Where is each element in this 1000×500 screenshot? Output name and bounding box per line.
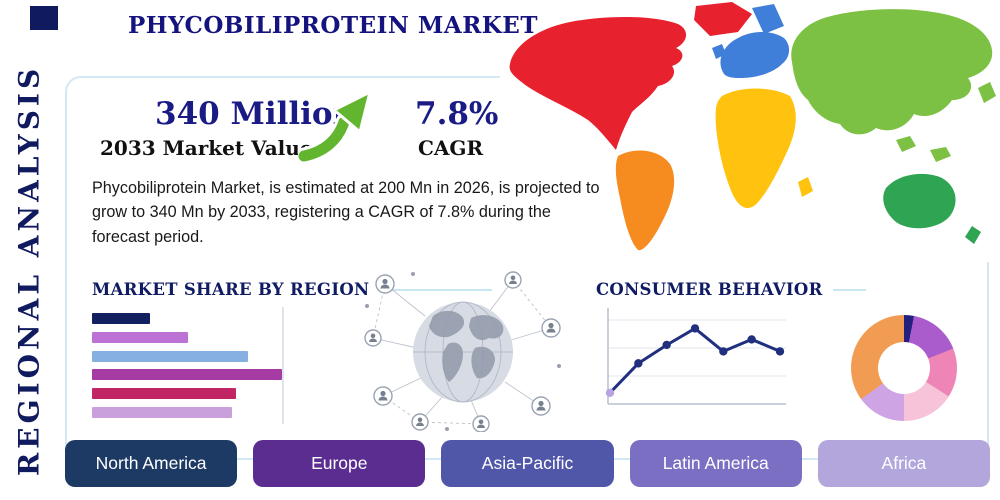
heading-rule xyxy=(379,288,492,291)
network-node-icon xyxy=(364,329,382,347)
continent-africa xyxy=(715,88,796,208)
continent-greenland xyxy=(694,2,752,36)
side-label: REGIONAL ANALYSIS xyxy=(12,64,46,476)
continent-north-america xyxy=(509,17,687,150)
continent-australia xyxy=(883,173,956,229)
line-point-marker xyxy=(634,359,643,368)
line-point-marker xyxy=(775,347,785,356)
consumer-behavior-heading-label: CONSUMER BEHAVIOR xyxy=(596,280,823,299)
line-point-marker xyxy=(690,324,700,333)
line-point-marker xyxy=(662,340,671,350)
island-madagascar xyxy=(798,177,813,197)
region-button-north-america[interactable]: North America xyxy=(65,440,238,487)
island-new-zealand xyxy=(965,226,981,244)
region-button-row: North America Europe Asia-Pacific Latin … xyxy=(65,440,991,487)
market-value-caption: 2033 Market Value xyxy=(100,136,313,160)
region-button-africa[interactable]: Africa xyxy=(817,440,991,487)
bar-segment xyxy=(92,369,282,381)
region-button-asia-pacific[interactable]: Asia-Pacific xyxy=(441,440,614,487)
bar-segment xyxy=(92,331,188,343)
globe-network-graphic xyxy=(364,271,561,432)
network-node-icon xyxy=(373,386,393,406)
corner-accent-block xyxy=(30,6,58,30)
network-node-icon xyxy=(411,413,429,431)
page-title: PHYCOBILIPROTEIN MARKET xyxy=(128,12,538,39)
network-node-icon xyxy=(504,271,522,289)
cagr-caption: CAGR xyxy=(418,136,484,160)
continent-europe xyxy=(720,32,790,78)
line-point-marker xyxy=(605,388,615,397)
market-description: Phycobiliprotein Market, is estimated at… xyxy=(92,179,600,246)
bar-segment xyxy=(92,406,232,418)
world-map xyxy=(500,0,1000,262)
growth-arrow-icon xyxy=(298,89,373,162)
continent-south-america xyxy=(615,150,675,251)
line-point-marker xyxy=(747,335,756,344)
consumer-line-svg xyxy=(605,308,786,405)
bar-segment xyxy=(92,313,150,324)
bar-segment xyxy=(92,350,248,362)
line-point-marker xyxy=(719,347,728,356)
region-button-latin-america[interactable]: Latin America xyxy=(629,440,802,487)
island-japan xyxy=(978,82,996,103)
islands-indonesia xyxy=(930,147,951,162)
islands-southeast-asia xyxy=(896,136,916,152)
bar-segment xyxy=(92,388,236,400)
network-node-icon xyxy=(472,415,490,432)
bar-chart-gridline xyxy=(282,307,284,424)
network-node-icon xyxy=(531,396,551,416)
consumer-behavior-heading: CONSUMER BEHAVIOR xyxy=(596,280,866,299)
region-scandinavia xyxy=(752,4,784,34)
market-share-heading-label: MARKET SHARE BY REGION xyxy=(92,280,370,299)
cagr-stat: 7.8% xyxy=(415,96,499,132)
market-share-heading: MARKET SHARE BY REGION xyxy=(92,280,492,299)
continent-asia xyxy=(791,9,993,135)
region-british-isles xyxy=(712,44,726,59)
market-share-bar-chart xyxy=(92,313,292,418)
network-node-icon xyxy=(541,318,561,338)
network-node-icon xyxy=(375,274,395,294)
heading-rule xyxy=(832,288,866,291)
network-nodes xyxy=(364,271,561,432)
market-value-stat: 340 Million xyxy=(155,96,356,132)
region-donut-chart xyxy=(851,315,957,421)
region-button-europe[interactable]: Europe xyxy=(253,440,426,487)
